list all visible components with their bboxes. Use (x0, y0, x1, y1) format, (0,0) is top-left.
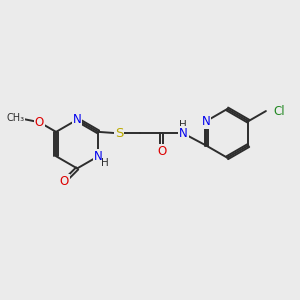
Text: O: O (59, 175, 69, 188)
Text: N: N (73, 113, 82, 126)
Text: O: O (35, 116, 44, 129)
Text: CH₃: CH₃ (7, 113, 25, 123)
Text: N: N (179, 127, 188, 140)
Text: S: S (115, 127, 123, 140)
Text: Cl: Cl (273, 105, 285, 118)
Text: O: O (157, 145, 167, 158)
Text: N: N (202, 115, 211, 128)
Text: N: N (94, 150, 103, 163)
Text: H: H (101, 158, 109, 168)
Text: H: H (179, 120, 187, 130)
